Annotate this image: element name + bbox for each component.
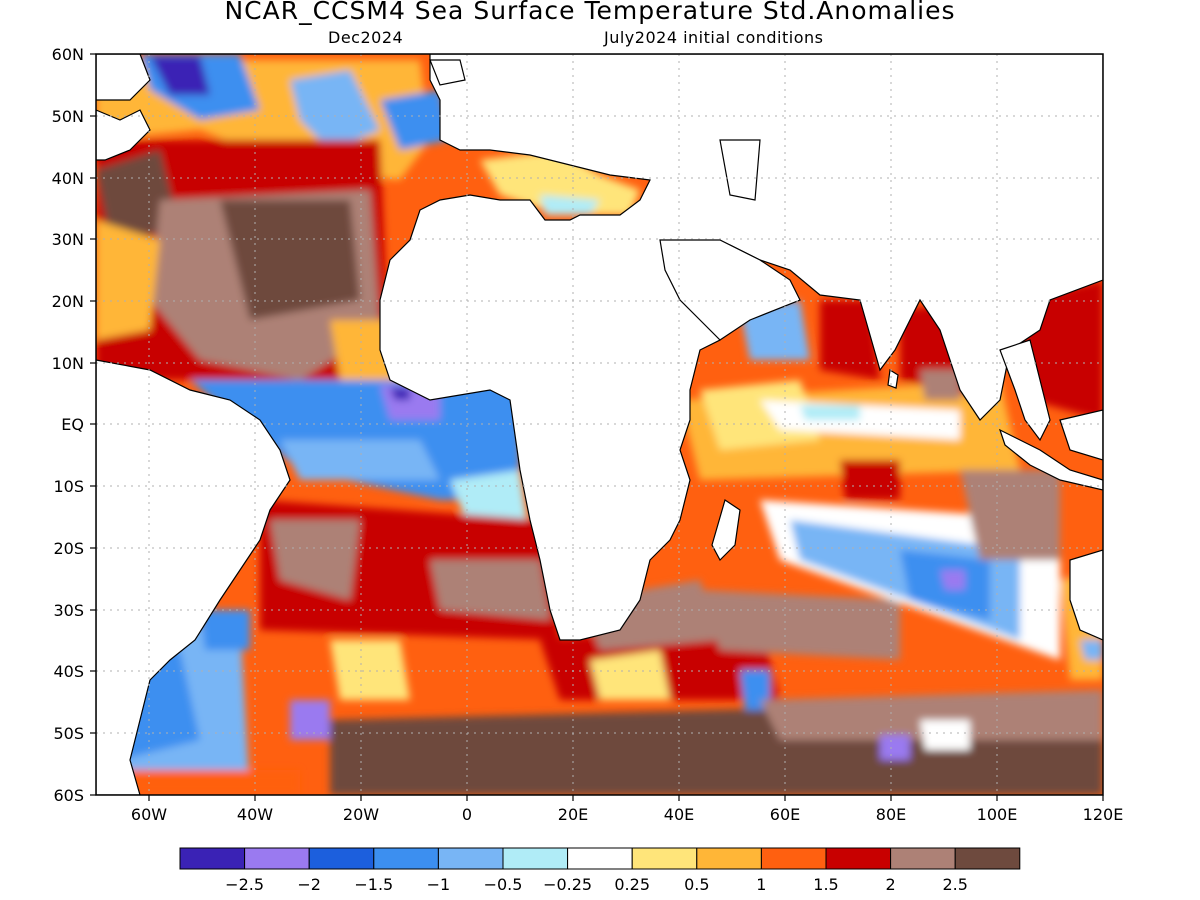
lon-label: 20W xyxy=(343,805,379,824)
forecast-month: Dec2024 xyxy=(328,28,404,47)
colorbar-label: −1.5 xyxy=(354,875,393,894)
colorbar-swatch xyxy=(437,847,504,870)
colorbar-label: 0.25 xyxy=(614,875,650,894)
colorbar-swatch xyxy=(631,847,698,870)
lon-label: 40W xyxy=(237,805,273,824)
lon-axis xyxy=(148,795,1104,801)
colorbar-swatch xyxy=(954,847,1021,870)
lon-label: 20E xyxy=(558,805,588,824)
colorbar-swatch xyxy=(179,847,246,870)
land xyxy=(96,54,1103,795)
lon-label: 80E xyxy=(876,805,906,824)
colorbar-label: 2.5 xyxy=(942,875,967,894)
colorbar-swatch xyxy=(308,847,375,870)
lat-label: 10S xyxy=(53,477,84,496)
lat-label: 10N xyxy=(52,354,84,373)
lat-label: 50N xyxy=(52,107,84,126)
lat-labels: 60N 50N 40N 30N 20N 10N EQ 10S 20S 30S 4… xyxy=(52,45,84,805)
colorbar-label: −2.5 xyxy=(225,875,264,894)
initial-conditions: July2024 initial conditions xyxy=(604,28,824,47)
lon-label: 60E xyxy=(770,805,800,824)
lon-label: 120E xyxy=(1083,805,1124,824)
colorbar-swatch xyxy=(373,847,439,870)
lat-label: 20S xyxy=(53,539,84,558)
colorbar-swatch xyxy=(760,847,827,870)
lat-label: 30S xyxy=(53,601,84,620)
colorbar-swatch xyxy=(890,847,956,870)
lat-label: 20N xyxy=(52,292,84,311)
lon-label: 100E xyxy=(977,805,1018,824)
colorbar-label: 1.5 xyxy=(813,875,838,894)
map-title: NCAR_CCSM4 Sea Surface Temperature Std.A… xyxy=(224,0,956,25)
lat-label: 60S xyxy=(53,786,84,805)
colorbar-label: −0.25 xyxy=(543,875,592,894)
graticule xyxy=(96,54,1103,795)
colorbar xyxy=(179,847,1021,870)
lat-label: 30N xyxy=(52,230,84,249)
colorbar-label: −1 xyxy=(427,875,451,894)
colorbar-swatch xyxy=(244,847,310,870)
colorbar-swatch xyxy=(696,847,762,870)
lon-label: 0 xyxy=(462,805,472,824)
colorbar-label: −0.5 xyxy=(484,875,523,894)
lon-labels: 60W 40W 20W 0 20E 40E 60E 80E 100E 120E xyxy=(131,805,1123,824)
lat-label: 50S xyxy=(53,724,84,743)
colorbar-swatch xyxy=(825,847,892,870)
lat-axis xyxy=(90,53,96,796)
colorbar-swatch xyxy=(502,847,569,870)
lat-label: 40N xyxy=(52,169,84,188)
colorbar-label: 0.5 xyxy=(684,875,709,894)
colorbar-label: 2 xyxy=(886,875,896,894)
lon-label: 60W xyxy=(131,805,167,824)
colorbar-label: 1 xyxy=(756,875,766,894)
colorbar-labels: −2.5 −2 −1.5 −1 −0.5 −0.25 0.25 0.5 1 1.5 2 2.5 xyxy=(225,875,968,894)
lat-label: 60N xyxy=(52,45,84,64)
lat-label: EQ xyxy=(61,415,84,434)
lat-label: 40S xyxy=(53,662,84,681)
lon-label: 40E xyxy=(664,805,694,824)
colorbar-label: −2 xyxy=(297,875,321,894)
colorbar-swatch xyxy=(567,847,633,870)
